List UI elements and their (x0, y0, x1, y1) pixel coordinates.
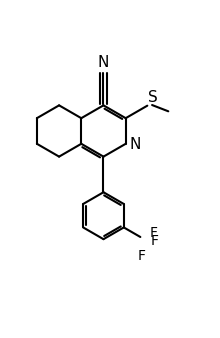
Text: N: N (98, 55, 109, 70)
Text: F: F (151, 234, 159, 248)
Text: F: F (138, 248, 145, 263)
Text: F: F (150, 226, 158, 240)
Text: S: S (148, 90, 158, 105)
Text: N: N (130, 137, 141, 152)
